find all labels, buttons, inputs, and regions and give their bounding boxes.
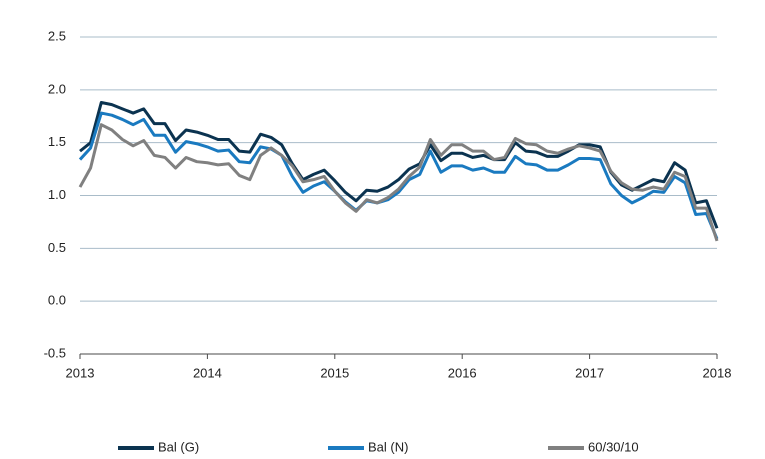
legend-label: Bal (N) <box>368 439 408 454</box>
y-tick-label: 0.5 <box>48 240 66 255</box>
y-tick-label: 2.0 <box>48 81 66 96</box>
y-tick-label: 1.5 <box>48 134 66 149</box>
x-tick-label: 2018 <box>703 365 732 380</box>
x-tick-label: 2017 <box>575 365 604 380</box>
x-tick-label: 2013 <box>66 365 95 380</box>
y-tick-label: 1.0 <box>48 187 66 202</box>
series-line <box>79 101 719 229</box>
x-tick-label: 2016 <box>448 365 477 380</box>
series-line <box>78 111 719 240</box>
y-tick-label: 2.5 <box>48 28 66 43</box>
legend-label: Bal (G) <box>158 439 199 454</box>
legend-label: 60/30/10 <box>588 439 639 454</box>
x-tick-label: 2014 <box>193 365 222 380</box>
y-tick-label: 0.0 <box>48 293 66 308</box>
series-line <box>78 123 719 242</box>
x-tick-label: 2015 <box>320 365 349 380</box>
y-tick-label: -0.5 <box>44 345 66 360</box>
